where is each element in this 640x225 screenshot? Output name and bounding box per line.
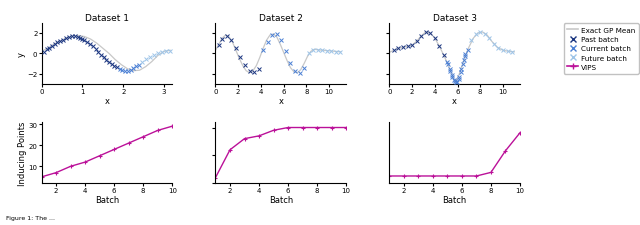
Y-axis label: Inducing Points: Inducing Points <box>18 121 27 185</box>
X-axis label: x: x <box>104 96 109 105</box>
X-axis label: x: x <box>452 96 457 105</box>
Title: Dataset 1: Dataset 1 <box>85 14 129 23</box>
X-axis label: Batch: Batch <box>95 195 119 204</box>
Title: Dataset 3: Dataset 3 <box>433 14 477 23</box>
Legend: Exact GP Mean, Past batch, Current batch, Future batch, VIPS: Exact GP Mean, Past batch, Current batch… <box>564 24 639 74</box>
X-axis label: Batch: Batch <box>442 195 467 204</box>
Text: Figure 1: The ...: Figure 1: The ... <box>6 216 56 220</box>
X-axis label: Batch: Batch <box>269 195 293 204</box>
Title: Dataset 2: Dataset 2 <box>259 14 303 23</box>
X-axis label: x: x <box>278 96 284 105</box>
Y-axis label: y: y <box>17 52 26 57</box>
